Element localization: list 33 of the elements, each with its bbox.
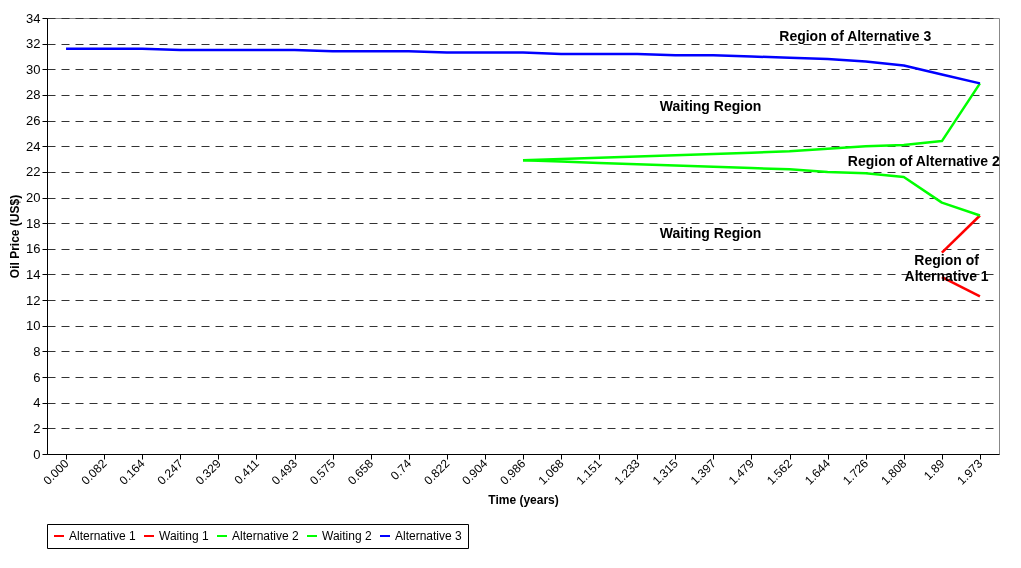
x-tick-label: 1.89 <box>920 456 948 483</box>
annotation: Waiting Region <box>659 224 762 241</box>
y-tick-label: 34 <box>26 10 41 26</box>
legend-label: Waiting 2 <box>322 529 372 543</box>
legend-label: Alternative 3 <box>395 529 463 543</box>
line-series <box>64 47 982 85</box>
y-tick-label: 22 <box>26 164 41 180</box>
annotation: Region of Alternative 1 <box>904 251 989 284</box>
y-tick-label: 26 <box>26 113 41 129</box>
y-tick-label: 2 <box>33 420 41 436</box>
y-tick-label: 4 <box>33 395 41 411</box>
annotation: Region of Alternative 3 <box>779 27 932 44</box>
x-axis-title: Time (years) <box>488 492 559 507</box>
y-tick-label: 8 <box>33 343 41 359</box>
y-tick-label: 14 <box>26 266 41 282</box>
y-tick-label: 12 <box>26 292 41 308</box>
y-tick-label: 24 <box>26 138 41 154</box>
legend-label: Waiting 1 <box>159 529 209 543</box>
legend-label: Alternative 2 <box>232 529 300 543</box>
y-tick-label: 32 <box>26 36 41 52</box>
annotation: Waiting Region <box>659 97 762 114</box>
y-tick-label: 6 <box>33 369 41 385</box>
y-tick-label: 30 <box>26 61 41 77</box>
y-tick-label: 0 <box>33 446 41 462</box>
y-tick-label: 16 <box>26 241 41 257</box>
y-tick-label: 20 <box>26 190 41 206</box>
y-tick-label: 10 <box>26 318 41 334</box>
legend-label: Alternative 1 <box>69 529 137 543</box>
y-axis-title: Oil Price (US$) <box>8 194 23 279</box>
annotation: Region of Alternative 2 <box>847 153 1000 170</box>
x-tick-label: 0.74 <box>387 456 415 483</box>
y-tick-label: 28 <box>26 87 41 103</box>
y-tick-label: 18 <box>26 215 41 231</box>
